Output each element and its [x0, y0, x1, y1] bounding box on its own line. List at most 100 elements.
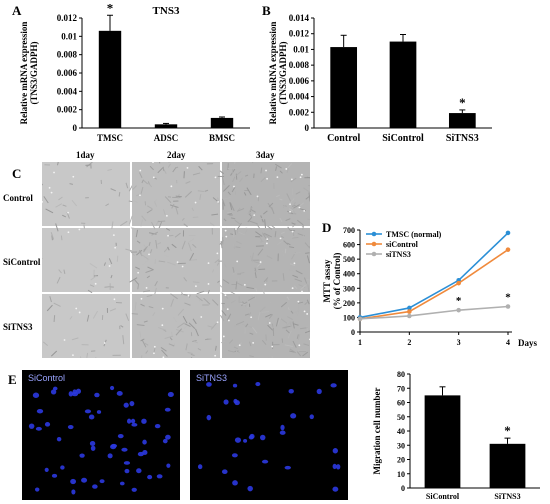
cell-texture — [86, 314, 90, 322]
cell-texture — [303, 277, 308, 284]
cell-texture — [69, 183, 74, 185]
panel-letter-b: B — [262, 3, 271, 18]
cell-texture — [249, 332, 254, 335]
chart-d: 0 100 200 300 400 500 600 700 1 2 3 4 Days MTT assay(… — [322, 226, 537, 348]
nucleus — [247, 485, 253, 492]
x-tick-label: 3 — [457, 338, 461, 347]
cell-texture — [223, 227, 227, 232]
y-tick-label: 0 — [351, 328, 355, 337]
cell-highlight — [75, 307, 78, 310]
cell-highlight — [222, 335, 225, 338]
legend-marker — [371, 251, 377, 257]
category-label: SiTNS3 — [446, 133, 479, 144]
cell-texture — [277, 317, 282, 326]
nucleus — [44, 422, 51, 427]
y-tick-label: 0 — [401, 484, 405, 493]
y-tick-label: 400 — [343, 270, 355, 279]
cell-texture — [125, 313, 130, 321]
category-label: SiControl — [382, 133, 424, 144]
cell-texture — [248, 341, 252, 347]
cell-texture — [136, 193, 142, 197]
cell-texture — [191, 207, 195, 212]
cell-texture — [167, 261, 176, 266]
cell-texture — [184, 302, 191, 306]
cell-texture — [282, 204, 285, 209]
cell-texture — [155, 239, 158, 249]
cell-texture — [286, 242, 291, 246]
nucleus — [88, 414, 95, 420]
cell-highlight — [67, 211, 69, 214]
cell-texture — [141, 215, 147, 222]
micrograph-label-sitns3: SiTNS3 — [196, 373, 228, 383]
nucleus — [75, 388, 82, 394]
cell-highlight — [300, 173, 303, 176]
cell-texture — [304, 301, 309, 305]
nucleus — [336, 464, 341, 470]
cell-highlight — [140, 297, 143, 300]
cell-highlight — [72, 354, 74, 356]
cell-texture — [222, 303, 225, 308]
cell-texture — [291, 204, 296, 207]
cell-highlight — [216, 321, 219, 324]
cell-texture — [214, 259, 220, 264]
nucleus — [79, 453, 85, 458]
cell-highlight — [67, 231, 70, 234]
cell-texture — [290, 310, 294, 314]
y-tick-label: 40 — [397, 427, 405, 436]
cell-texture — [192, 243, 197, 249]
y-tick-label: 80 — [397, 370, 405, 379]
cell-highlight — [298, 344, 301, 347]
cell-texture — [221, 176, 225, 186]
cell-highlight — [200, 316, 203, 318]
nucleus — [68, 391, 74, 397]
cell-texture — [58, 269, 62, 274]
cell-texture — [260, 240, 264, 243]
series-line — [359, 249, 509, 320]
y-tick-label: 0 — [73, 123, 78, 133]
cell-highlight — [233, 185, 235, 188]
cell-texture — [277, 240, 284, 245]
cell-texture — [263, 232, 272, 238]
nucleus — [131, 487, 137, 492]
cell-texture — [164, 196, 172, 204]
cell-texture — [167, 163, 171, 168]
cell-highlight — [290, 178, 293, 181]
cell-texture — [302, 234, 306, 239]
cell-texture — [86, 352, 89, 358]
cell-texture — [259, 237, 263, 242]
cell-texture — [294, 278, 303, 282]
cell-texture — [132, 199, 138, 203]
cell-texture — [232, 176, 236, 183]
cell-texture — [135, 266, 141, 270]
cell-texture — [231, 186, 236, 193]
cell-texture — [158, 260, 166, 263]
nucleus — [109, 385, 115, 391]
cell-highlight — [297, 300, 300, 303]
cell-texture — [146, 294, 153, 298]
cell-texture — [177, 322, 185, 329]
cell-texture — [129, 277, 138, 283]
cell-texture — [263, 210, 268, 215]
cell-highlight — [195, 285, 197, 288]
y-tick-label: 0.004 — [57, 86, 78, 96]
cell-highlight — [108, 265, 111, 267]
cell-texture — [154, 281, 158, 287]
cell-highlight — [252, 341, 255, 344]
cell-texture — [256, 223, 261, 229]
cell-highlight — [256, 195, 259, 198]
cell-highlight — [53, 171, 55, 174]
panel-letter-e: E — [8, 372, 17, 387]
cell-texture — [143, 320, 148, 323]
nucleus — [206, 414, 212, 421]
nucleus — [94, 392, 100, 398]
y-tick-label: 0.002 — [57, 105, 78, 115]
cell-texture — [188, 294, 191, 298]
y-tick-label: 0.004 — [289, 92, 310, 102]
cell-texture — [267, 301, 273, 305]
cell-texture — [53, 302, 61, 307]
cell-texture — [140, 219, 144, 227]
y-tick-label: 600 — [343, 241, 355, 250]
cell-texture — [89, 284, 95, 288]
nucleus — [165, 434, 171, 440]
cell-texture — [288, 269, 295, 273]
